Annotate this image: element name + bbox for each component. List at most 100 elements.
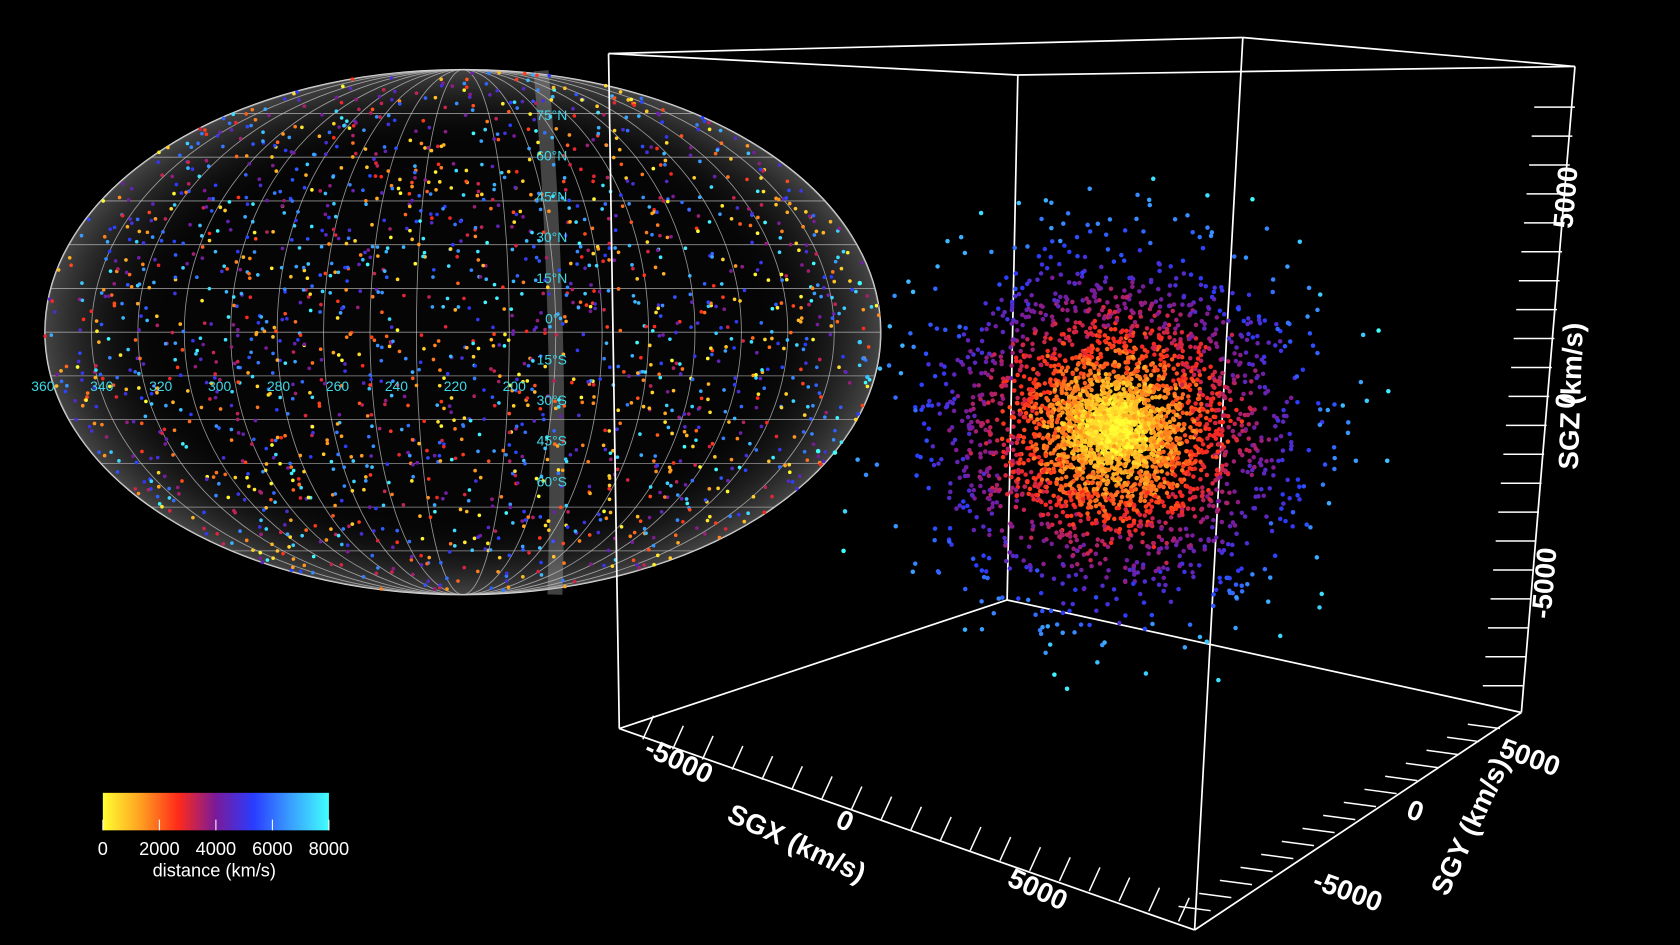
sky-galaxy [271, 335, 275, 339]
cube-galaxy [1116, 362, 1122, 368]
cube-galaxy [1033, 476, 1038, 482]
sky-galaxy [231, 323, 236, 327]
cube-galaxy [1056, 500, 1062, 506]
sky-galaxy [707, 444, 712, 449]
cube-galaxy [1106, 568, 1111, 573]
sky-galaxy [214, 424, 219, 428]
sky-galaxy [596, 125, 601, 130]
cube-galaxy [1171, 366, 1176, 372]
cube-galaxy [1034, 425, 1039, 431]
cube-galaxy [1245, 321, 1250, 327]
sky-galaxy [557, 398, 561, 402]
sky-galaxy [670, 408, 674, 413]
sky-galaxy [47, 297, 52, 301]
sky-galaxy [347, 126, 352, 130]
sky-galaxy [80, 403, 85, 408]
cube-galaxy [1171, 409, 1176, 415]
cube-galaxy [1278, 434, 1284, 439]
sky-galaxy [475, 317, 480, 322]
sky-galaxy [791, 376, 795, 380]
sky-galaxy [787, 470, 792, 475]
sky-galaxy [177, 492, 181, 496]
cube-galaxy [1067, 327, 1072, 333]
sky-galaxy [669, 234, 673, 239]
cube-galaxy [996, 306, 1001, 311]
cube-galaxy [1050, 438, 1055, 443]
sky-galaxy [323, 191, 328, 196]
sky-galaxy [115, 470, 120, 474]
cube-galaxy [1295, 399, 1300, 405]
cube-galaxy [1226, 318, 1231, 324]
sky-galaxy [518, 209, 523, 214]
cube-galaxy [1285, 320, 1291, 326]
cube-galaxy [1234, 531, 1239, 536]
sky-galaxy [861, 307, 866, 312]
sky-galaxy [308, 308, 313, 313]
sky-galaxy [669, 483, 673, 488]
sky-galaxy [411, 462, 415, 467]
cube-galaxy [1096, 371, 1101, 377]
sky-galaxy [236, 492, 241, 496]
sky-galaxy [533, 101, 538, 106]
cube-galaxy [1155, 286, 1161, 292]
cube-galaxy [1345, 420, 1351, 425]
cube-galaxy [1238, 352, 1243, 358]
cube-galaxy [1165, 313, 1170, 318]
cube-galaxy [1153, 299, 1159, 304]
sky-galaxy [741, 339, 745, 343]
cube-galaxy [955, 357, 960, 363]
sky-galaxy [658, 196, 663, 200]
cube-galaxy [1239, 510, 1245, 516]
sky-galaxy [538, 354, 543, 359]
sky-galaxy [655, 210, 659, 215]
sky-galaxy [521, 214, 525, 219]
sky-galaxy [696, 214, 701, 218]
cube-galaxy [955, 459, 960, 465]
sky-galaxy [455, 254, 459, 259]
sky-galaxy [786, 479, 791, 484]
cube-galaxy [1040, 316, 1046, 322]
cube-galaxy [1317, 292, 1323, 297]
sky-galaxy [655, 463, 660, 468]
sky-galaxy [475, 569, 480, 574]
sky-galaxy [833, 302, 838, 307]
cube-galaxy [1225, 439, 1231, 444]
sky-galaxy [139, 396, 144, 400]
sky-galaxy [414, 91, 419, 95]
sky-galaxy [544, 255, 549, 260]
cube-galaxy [1020, 439, 1026, 445]
sky-galaxy [278, 530, 283, 535]
sky-galaxy [535, 199, 539, 203]
sky-galaxy [752, 150, 756, 155]
sky-galaxy [144, 306, 148, 310]
sky-galaxy [251, 548, 255, 552]
sky-galaxy [612, 96, 617, 100]
cube-galaxy [1301, 484, 1307, 489]
sky-galaxy [328, 291, 333, 295]
sky-galaxy [559, 484, 564, 489]
sky-galaxy [378, 115, 382, 119]
cube-galaxy [992, 352, 997, 357]
sky-galaxy [482, 388, 486, 392]
cube-galaxy [1230, 290, 1235, 296]
sky-galaxy [429, 220, 434, 225]
sky-galaxy [607, 246, 612, 250]
sky-galaxy [124, 387, 129, 392]
sky-galaxy [453, 222, 457, 227]
sky-galaxy [283, 148, 288, 153]
cube-galaxy [1021, 435, 1027, 440]
sky-galaxy [327, 215, 331, 220]
sky-galaxy [291, 382, 295, 387]
cube-galaxy [1177, 563, 1182, 569]
sky-galaxy [570, 287, 575, 292]
sky-galaxy [602, 112, 606, 117]
sky-galaxy [365, 262, 370, 267]
cube-galaxy [1191, 548, 1197, 554]
cube-galaxy [1088, 442, 1093, 448]
cube-galaxy [1098, 480, 1103, 486]
sky-galaxy [59, 379, 64, 384]
sky-galaxy [289, 568, 294, 572]
sky-galaxy [591, 179, 595, 184]
sky-galaxy [398, 191, 403, 196]
sky-galaxy [296, 477, 301, 481]
